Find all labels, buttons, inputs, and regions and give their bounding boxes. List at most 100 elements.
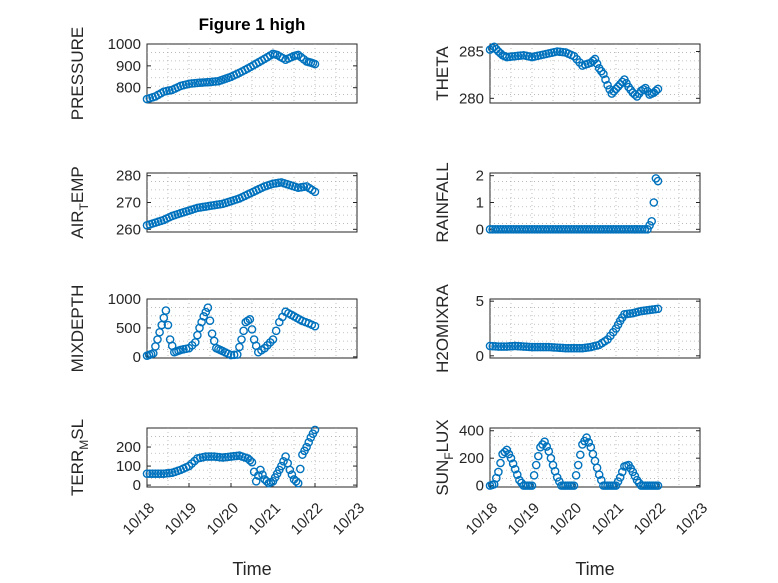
data-point (516, 342, 526, 351)
data-point (575, 343, 584, 353)
data-point (513, 470, 522, 479)
data-point (533, 342, 542, 352)
x-tick-label: 10/20 (547, 500, 586, 539)
data-point (504, 449, 514, 459)
data-point (243, 316, 253, 325)
data-point (156, 469, 166, 478)
x-tick-label: 10/19 (162, 500, 201, 539)
subplot-pressure: 800 900 1000 PRESSURE Figure 1 high (68, 15, 358, 121)
y-tick-label: 0 (476, 478, 484, 495)
data-point (245, 456, 255, 465)
y-tick-label: 2 (476, 168, 484, 185)
data-point (247, 325, 257, 334)
data-point (502, 342, 512, 351)
data-point (613, 477, 623, 486)
data-point (235, 342, 244, 352)
y-tick-label: 285 (459, 43, 484, 60)
data-point (653, 481, 663, 490)
data-point (628, 467, 638, 477)
x-tick-label: 10/21 (246, 500, 285, 539)
y-tick-label: 0 (476, 348, 484, 365)
data-point (513, 341, 523, 351)
data-point (510, 464, 520, 474)
data-point (215, 452, 225, 462)
x-tick-label: 10/18 (120, 500, 159, 539)
data-point (489, 42, 499, 52)
data-point (601, 75, 610, 84)
x-tick-label: 10/23 (330, 500, 369, 539)
data-point (618, 77, 627, 87)
data-point (203, 303, 213, 312)
data-point (499, 342, 509, 351)
data-point (542, 442, 552, 451)
y-tick-label: 270 (116, 195, 141, 212)
data-point (618, 467, 627, 477)
y-tick-label: 0 (133, 477, 141, 494)
data-point (229, 451, 239, 461)
data-point (485, 341, 495, 351)
axes-box (489, 43, 701, 104)
subplot-rainfall: 0 1 2 RAINFALL (433, 162, 701, 243)
data-point (310, 187, 320, 197)
data-point (279, 457, 288, 466)
data-point (161, 306, 171, 315)
data-point (540, 437, 549, 447)
data-point (268, 335, 278, 344)
y-axis-label: PRESSURE (68, 27, 87, 121)
x-tick-label: 10/20 (204, 500, 243, 539)
data-point (258, 470, 267, 479)
data-point (510, 341, 520, 351)
x-tick-label: 10/23 (673, 500, 712, 539)
data-point (165, 468, 174, 478)
data-point (207, 452, 216, 461)
data-point (310, 425, 320, 435)
subplot-sun_flux: 0 200 400 10/18 10/19 10/20 10/21 10/22 10/23 SUN… (433, 419, 711, 579)
chart-title: Figure 1 high (199, 15, 306, 34)
data-point (541, 342, 551, 352)
data-point (615, 473, 625, 482)
data-point (187, 79, 197, 88)
y-tick-label: 260 (116, 221, 141, 238)
y-tick-label: 0 (476, 221, 484, 238)
data-point (304, 437, 314, 447)
data-point (561, 343, 570, 353)
data-point (651, 86, 661, 96)
y-tick-label: 280 (116, 168, 141, 185)
data-point (262, 476, 272, 486)
data-point (547, 342, 556, 352)
data-point (295, 464, 305, 474)
x-tick-label: 10/22 (631, 500, 670, 539)
data-point (637, 225, 647, 234)
data-point (162, 469, 171, 478)
data-point (159, 469, 169, 478)
data-point (310, 321, 320, 331)
subplot-theta: 280 285 THETA (433, 42, 701, 107)
data-point (488, 341, 498, 351)
x-axis-label: Time (575, 559, 614, 579)
data-point (209, 452, 219, 461)
data-point (502, 52, 512, 62)
subplot-h2omixra: 0 5 H2OMIXRA (433, 283, 701, 373)
data-point (531, 460, 541, 470)
data-point (573, 460, 583, 470)
data-point (251, 476, 261, 486)
data-point (564, 343, 573, 353)
data-point (653, 304, 663, 314)
data-point (572, 343, 582, 353)
data-point (239, 326, 248, 336)
data-point (508, 52, 517, 61)
y-tick-label: 1000 (108, 291, 141, 308)
data-point (571, 471, 581, 480)
data-point (208, 77, 218, 87)
y-axis-label: AIRTEMP (68, 166, 91, 239)
data-point (544, 342, 554, 352)
axes-box (146, 43, 358, 104)
data-point (630, 90, 640, 99)
data-point (163, 320, 173, 330)
data-point (197, 317, 206, 327)
data-point (653, 84, 663, 94)
data-point (256, 465, 265, 475)
data-point (552, 343, 562, 352)
y-tick-label: 1 (476, 195, 484, 212)
y-axis-label: SUNFLUX (433, 419, 456, 495)
